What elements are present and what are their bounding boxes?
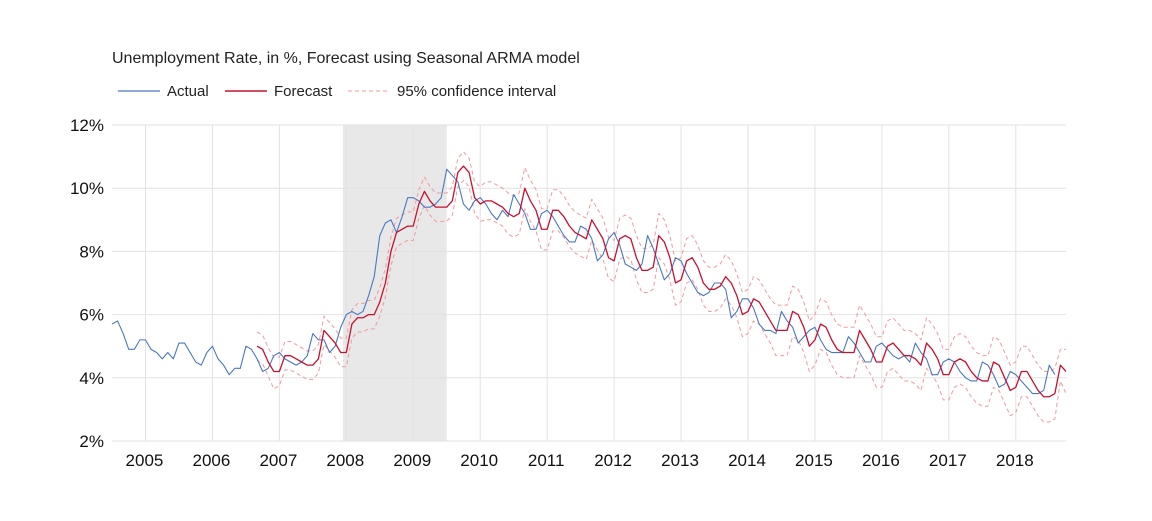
- legend-actual-label: Actual: [167, 83, 209, 100]
- legend-ci-label: 95% confidence interval: [397, 83, 556, 100]
- x-tick-label: 2007: [259, 451, 297, 470]
- x-tick-label: 2013: [661, 451, 699, 470]
- x-tick-label: 2011: [528, 451, 565, 470]
- y-tick-label: 6%: [79, 306, 104, 325]
- forecast-series-line: [256, 165, 1067, 398]
- x-tick-label: 2016: [862, 451, 900, 470]
- x-tick-label: 2017: [929, 451, 967, 470]
- x-tick-label: 2005: [126, 451, 164, 470]
- y-tick-label: 10%: [70, 179, 104, 198]
- legend: Actual Forecast 95% confidence interval: [118, 83, 556, 100]
- y-tick-label: 2%: [79, 432, 104, 451]
- plot-area: 2% 4% 6% 8% 10% 12% 2005 2006 2007 2008 2009 2010 20…: [70, 116, 1067, 470]
- chart-title: Unemployment Rate, in %, Forecast using …: [112, 50, 580, 67]
- x-tick-label: 2014: [728, 451, 766, 470]
- legend-forecast-label: Forecast: [274, 83, 333, 100]
- x-tick-label: 2009: [393, 451, 431, 470]
- y-tick-label: 12%: [70, 116, 104, 135]
- y-tick-label: 4%: [79, 369, 104, 388]
- x-tick-label: 2018: [996, 451, 1034, 470]
- x-tick-label: 2012: [594, 451, 632, 470]
- actual-series-line: [111, 168, 1056, 395]
- y-tick-label: 8%: [79, 242, 104, 261]
- x-tick-label: 2015: [795, 451, 833, 470]
- ci-upper-series-line: [256, 151, 1066, 372]
- x-tick-label: 2008: [326, 451, 364, 470]
- recession-band: [342, 125, 447, 441]
- x-tick-label: 2010: [460, 451, 498, 470]
- x-tick-label: 2006: [193, 451, 231, 470]
